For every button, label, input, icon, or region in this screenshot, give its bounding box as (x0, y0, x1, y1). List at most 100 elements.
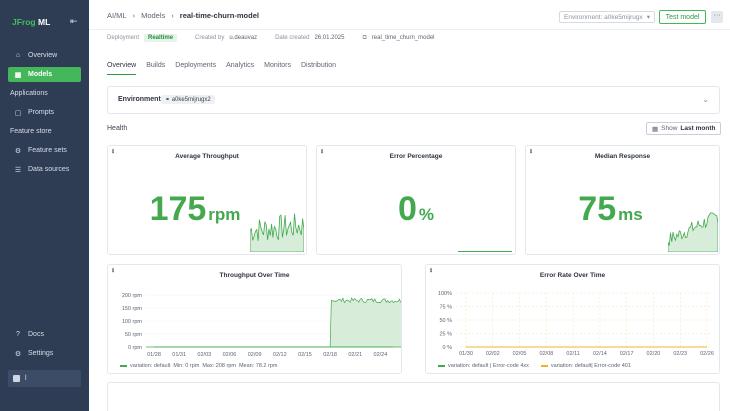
link-icon: ⚭ (165, 97, 171, 103)
x-tick-label: 02/08 (539, 351, 553, 357)
error-rate-chart: 0 % 25 % 50 % 75 % 100% 01/30 02/02 02/05 02/08 0… (438, 291, 714, 357)
sidebar-item-data-sources[interactable]: ☰ Data sources (8, 162, 81, 177)
y-tick-label: 25 % (439, 332, 452, 338)
model-meta: Deployment Realtime Created by u.deauvaz… (107, 34, 435, 42)
sidebar-item-settings[interactable]: ⚙ Settings (8, 346, 81, 361)
y-tick-label: 0 rpm (128, 345, 142, 351)
test-model-button[interactable]: Test model (659, 10, 706, 24)
breadcrumb: AI/ML › Models › real-time-churn-model (107, 11, 259, 20)
sidebar-item-prompts[interactable]: ▢ Prompts (8, 105, 81, 120)
gear-icon: ⚙ (14, 350, 22, 358)
model-tabs: Overview Builds Deployments Analytics Mo… (107, 62, 336, 75)
chart-title: Error Rate Over Time (539, 272, 606, 279)
home-icon: ⌂ (15, 52, 21, 59)
avatar (13, 375, 20, 382)
legend-swatch (120, 365, 127, 367)
data-sources-icon: ☰ (14, 166, 22, 174)
more-options-button[interactable]: ··· (711, 11, 723, 23)
kpi-value: 75 ms (578, 190, 643, 228)
help-icon: ? (16, 331, 20, 338)
sidebar-item-docs[interactable]: ? Docs (8, 327, 81, 342)
sparkline-area (250, 213, 304, 252)
grid-icon: ▦ (14, 71, 22, 79)
environment-card[interactable]: Environment ⚭ a0ke5mijrugx2 ⌄ (107, 86, 720, 114)
throughput-series-area (154, 297, 401, 348)
x-tick-label: 02/18 (323, 352, 337, 358)
environment-chip: ⚭ a0ke5mijrugx2 (161, 95, 215, 104)
tab-overview[interactable]: Overview (107, 62, 137, 75)
x-tick-label: 02/06 (223, 352, 237, 358)
sidebar-item-overview[interactable]: ⌂ Overview (8, 48, 81, 63)
kpi-card-median: ℹ Median Response 75 ms (525, 145, 720, 255)
chart-title: Throughput Over Time (219, 272, 290, 279)
brand-logo: JFrog ML (12, 17, 51, 27)
model-id: real_time_churn_model (371, 35, 435, 41)
legend-swatch (540, 365, 548, 367)
prompt-icon: ▢ (14, 109, 22, 117)
x-tick-label: 02/03 (197, 352, 211, 358)
sidebar-item-label: Docs (28, 331, 44, 338)
x-tick-label: 02/11 (566, 351, 579, 357)
x-tick-label: 02/24 (374, 352, 388, 358)
kpi-title: Error Percentage (389, 153, 443, 160)
y-tick-label: 75 % (439, 305, 452, 311)
y-tick-label: 100% (438, 291, 452, 297)
x-tick-label: 02/20 (647, 351, 661, 357)
x-tick-label: 02/02 (486, 351, 500, 357)
y-tick-label: 50 rpm (125, 332, 143, 338)
x-tick-label: 02/26 (700, 351, 714, 357)
next-section-card (107, 382, 720, 411)
tab-monitors[interactable]: Monitors (264, 62, 291, 69)
sidebar-item-label: Data sources (28, 166, 70, 173)
info-icon[interactable]: ℹ (321, 149, 324, 155)
info-icon[interactable]: ℹ (112, 268, 115, 274)
kpi-card-errors: ℹ Error Percentage 0% (316, 145, 516, 255)
x-tick-label: 02/05 (513, 351, 527, 357)
tab-distribution[interactable]: Distribution (300, 62, 336, 69)
x-tick-label: 02/12 (273, 352, 287, 358)
copy-icon[interactable]: ⧉ (362, 34, 367, 41)
breadcrumb-ai-ml[interactable]: AI/ML (107, 11, 127, 20)
date-range-button[interactable]: ▦ Show Last month (646, 122, 721, 135)
error-rate-legend: variation: default | Error-code 4xx vari… (438, 363, 631, 369)
info-icon[interactable]: ℹ (112, 149, 115, 155)
throughput-sparkline (250, 213, 304, 252)
sidebar-item-models[interactable]: ▦ Models (8, 67, 81, 82)
section-feature-store: Feature store (10, 128, 52, 135)
sidebar-item-label: Prompts (28, 109, 55, 116)
calendar-icon: ▦ (652, 125, 659, 133)
sparkline-area (668, 212, 718, 252)
tab-deployments[interactable]: Deployments (175, 62, 217, 69)
x-tick-label: 01/31 (172, 352, 186, 358)
health-title: Health (107, 125, 128, 132)
tab-analytics[interactable]: Analytics (226, 62, 255, 69)
chevron-right-icon: › (132, 11, 136, 20)
error-sparkline (458, 251, 512, 252)
throughput-chart: 0 rpm 50 rpm 100 rpm 150 rpm 200 rpm 01/28 01/… (122, 293, 401, 358)
y-tick-label: 200 rpm (122, 293, 143, 299)
sidebar-item-label: Feature sets (28, 147, 67, 154)
kpi-value: 175 rpm (149, 190, 241, 228)
chevron-down-icon[interactable]: ⌄ (702, 95, 709, 104)
tab-builds[interactable]: Builds (146, 62, 166, 69)
environment-label: Environment (118, 96, 161, 103)
feature-sets-icon: ⚙ (14, 147, 22, 155)
sidebar-item-label: Models (28, 71, 53, 78)
section-applications: Applications (10, 90, 48, 97)
info-icon[interactable]: ℹ (430, 268, 433, 274)
x-tick-label: 01/28 (147, 352, 161, 358)
user-menu[interactable]: l (8, 370, 81, 387)
collapse-sidebar-icon[interactable]: ⇤ (70, 16, 78, 26)
x-tick-label: 02/23 (673, 351, 687, 357)
y-tick-label: 0 % (443, 345, 453, 351)
error-rate-chart-card: ℹ Error Rate Over Time 0 % 25 % 50 % 75 % 10… (425, 264, 720, 374)
throughput-chart-card: ℹ Throughput Over Time 0 rpm 50 rpm 100 rp… (107, 264, 402, 374)
sidebar-item-label: Overview (28, 52, 58, 59)
legend-swatch (438, 365, 445, 367)
sidebar-item-label: Settings (28, 350, 54, 357)
breadcrumb-models[interactable]: Models (141, 11, 166, 20)
sidebar-item-feature-sets[interactable]: ⚙ Feature sets (8, 143, 81, 158)
info-icon[interactable]: ℹ (530, 149, 533, 155)
sidebar: JFrog ML ⇤ ⌂ Overview ▦ Models Applicati… (0, 0, 89, 411)
environment-select[interactable]: Environment: a0ke5mijrugx ▾ (559, 11, 655, 23)
